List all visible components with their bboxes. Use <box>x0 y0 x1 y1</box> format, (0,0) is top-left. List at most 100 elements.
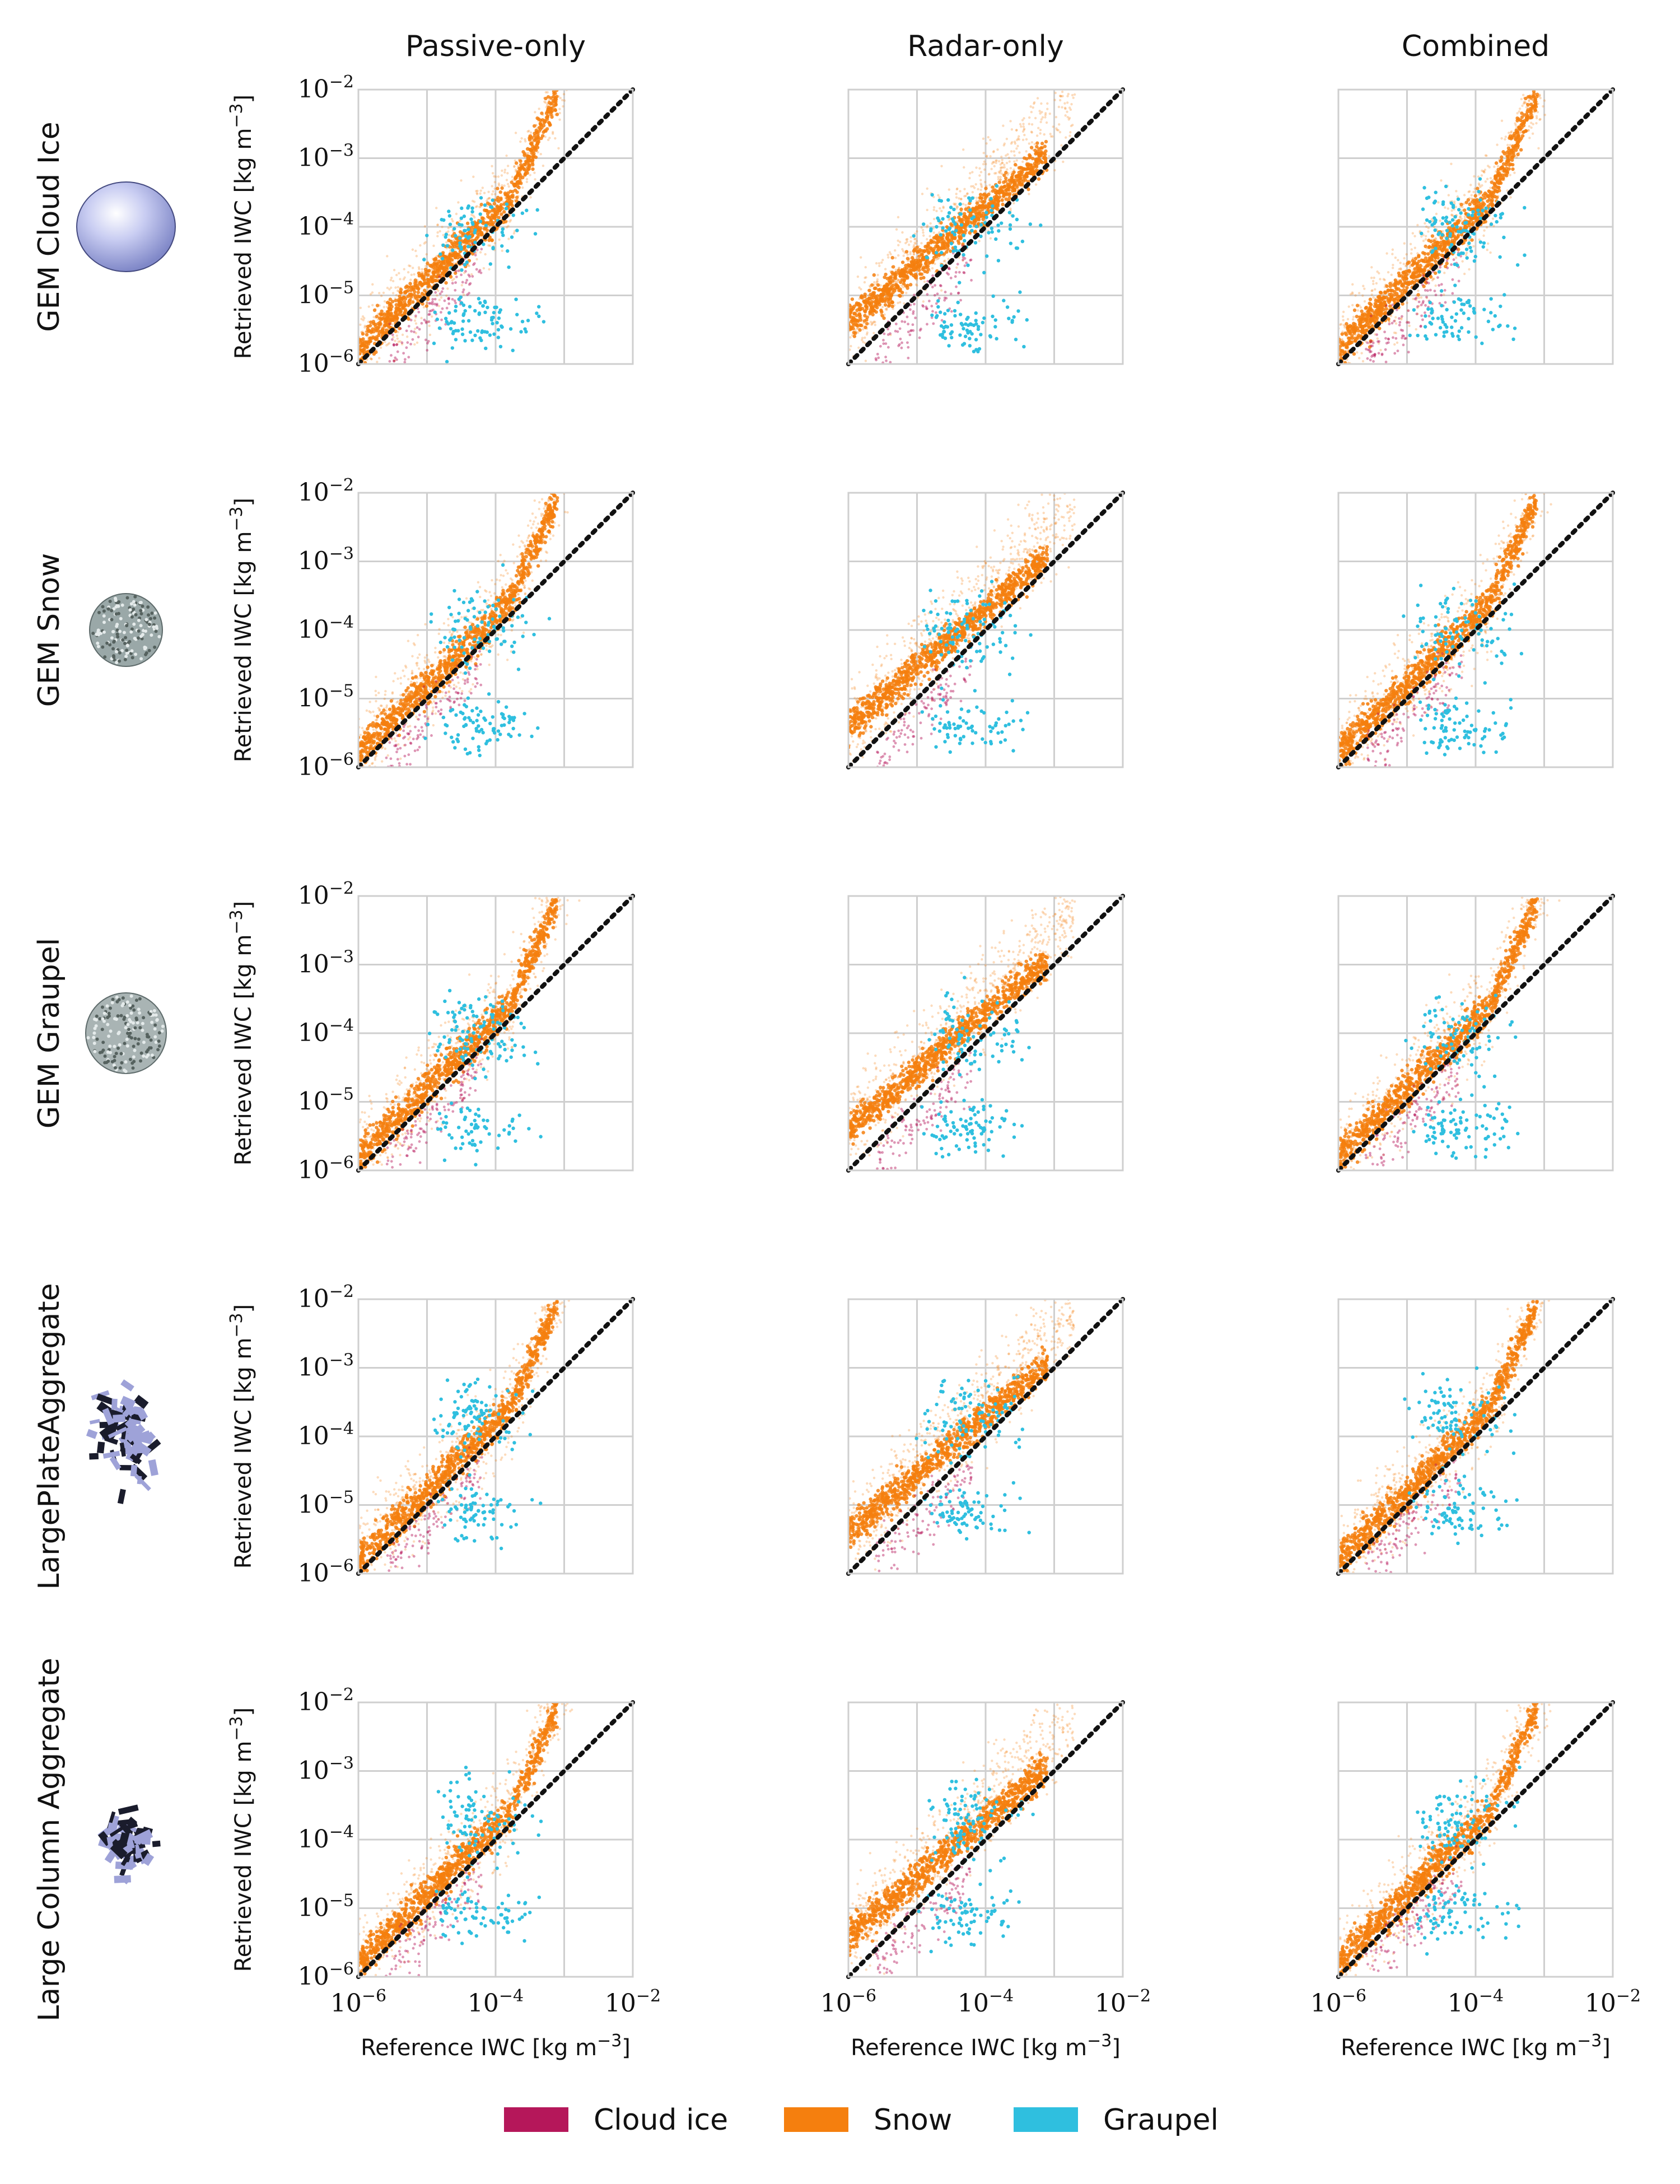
scatter-point-snow <box>503 171 506 174</box>
scatter-point-snow <box>558 108 561 110</box>
scatter-point-snow <box>1011 141 1014 144</box>
scatter-point-snow <box>868 297 872 301</box>
scatter-point-snow <box>904 241 907 245</box>
scatter-point-snow <box>922 231 925 234</box>
scatter-point-graupel <box>951 220 955 223</box>
scatter-point-snow <box>876 273 879 277</box>
scatter-point-snow <box>999 178 1002 181</box>
scatter-point-snow <box>1039 132 1042 135</box>
scatter-point-graupel <box>460 268 464 272</box>
scatter-point-snow <box>872 273 876 277</box>
scatter-point-snow <box>470 273 473 276</box>
scatter-point-snow <box>1391 248 1394 251</box>
scatter-point-snow <box>548 137 551 139</box>
scatter-point-snow <box>1532 123 1534 125</box>
scatter-point-snow <box>510 180 514 184</box>
scatter-point-snow <box>558 118 561 121</box>
scatter-point-snow <box>885 307 888 310</box>
scatter-point-snow <box>545 115 549 119</box>
scatter-point-snow <box>1415 328 1417 331</box>
scatter-point-snow <box>1028 193 1030 195</box>
scatter-point-snow <box>936 258 940 260</box>
scatter-point-snow <box>1015 138 1019 142</box>
scatter-point-snow <box>423 242 426 245</box>
scatter-point-snow <box>1417 289 1420 292</box>
scatter-point-snow <box>413 290 417 294</box>
scatter-point-snow <box>437 305 441 307</box>
scatter-point-cloud-ice <box>434 291 437 294</box>
scatter-point-cloud-ice <box>921 304 924 307</box>
scatter-point-snow <box>964 220 969 224</box>
scatter-point-snow <box>1347 336 1351 340</box>
scatter-point-snow <box>506 172 509 175</box>
scatter-point-graupel <box>959 223 964 227</box>
scatter-point-snow <box>984 162 987 166</box>
scatter-point-snow <box>993 165 996 167</box>
scatter-point-snow <box>1349 293 1352 296</box>
scatter-point-snow <box>520 137 523 140</box>
scatter-point-snow <box>1425 277 1429 281</box>
scatter-point-snow <box>1493 165 1496 168</box>
scatter-point-snow <box>1000 198 1004 202</box>
scatter-point-snow <box>976 217 981 221</box>
scatter-point-snow <box>982 205 986 209</box>
scatter-point-snow <box>1370 293 1373 296</box>
scatter-point-snow <box>1070 102 1073 106</box>
scatter-point-snow <box>492 216 497 220</box>
scatter-point-graupel <box>1002 298 1006 302</box>
scatter-point-cloud-ice <box>931 310 934 313</box>
scatter-point-snow <box>486 199 488 202</box>
scatter-point-snow <box>901 248 904 251</box>
scatter-point-snow <box>430 280 435 284</box>
scatter-point-snow <box>528 129 530 133</box>
scatter-point-snow <box>1486 249 1488 251</box>
scatter-point-snow <box>392 335 395 339</box>
scatter-point-snow <box>493 181 496 184</box>
scatter-point-snow <box>868 311 872 316</box>
scatter-point-snow <box>902 250 905 253</box>
scatter-point-snow <box>888 276 892 280</box>
scatter-point-snow <box>436 235 439 237</box>
scatter-point-snow <box>985 142 988 145</box>
scatter-point-snow <box>377 333 381 338</box>
scatter-point-snow <box>380 309 384 313</box>
scatter-point-snow <box>458 230 463 234</box>
scatter-point-cloud-ice <box>912 310 915 313</box>
scatter-point-snow <box>956 187 959 190</box>
scatter-point-graupel <box>949 206 953 209</box>
scatter-point-snow <box>858 286 861 289</box>
scatter-point-snow <box>1399 262 1402 264</box>
scatter-point-cloud-ice <box>909 329 912 333</box>
scatter-point-snow <box>992 195 997 199</box>
scatter-point-snow <box>1073 93 1076 96</box>
scatter-point-snow <box>414 332 417 334</box>
scatter-point-snow <box>1510 130 1513 133</box>
scatter-point-snow <box>900 260 905 264</box>
scatter-point-snow <box>432 244 435 248</box>
scatter-point-snow <box>1439 220 1441 222</box>
scatter-point-snow <box>890 304 894 309</box>
scatter-point-graupel <box>491 321 494 326</box>
scatter-point-snow <box>521 150 525 154</box>
particle-shape-icon <box>89 593 163 667</box>
scatter-point-snow <box>1481 169 1483 172</box>
scatter-point-snow <box>505 154 508 157</box>
scatter-point-snow <box>385 344 388 347</box>
scatter-point-snow <box>919 276 923 281</box>
scatter-point-snow <box>871 321 875 324</box>
scatter-point-snow <box>396 330 399 334</box>
scatter-point-snow <box>1511 167 1515 171</box>
scatter-point-cloud-ice <box>395 358 398 361</box>
scatter-point-graupel <box>935 225 939 229</box>
scatter-point-snow <box>982 162 985 166</box>
scatter-point-snow <box>389 286 393 290</box>
scatter-point-cloud-ice <box>451 282 454 285</box>
scatter-point-cloud-ice <box>949 292 953 296</box>
scatter-point-graupel <box>496 328 501 332</box>
scatter-point-snow <box>982 193 986 197</box>
scatter-point-snow <box>902 254 905 257</box>
scatter-point-snow <box>931 267 934 270</box>
scatter-point-snow <box>1023 133 1026 137</box>
scatter-point-cloud-ice <box>426 342 429 345</box>
scatter-point-snow <box>1407 260 1411 264</box>
